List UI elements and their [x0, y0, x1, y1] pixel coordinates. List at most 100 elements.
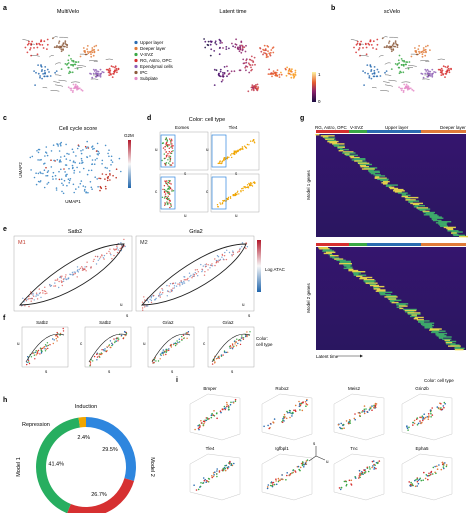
heatmap-cell: [374, 176, 380, 178]
heatmap-cell: [429, 329, 440, 331]
phase-dot: [251, 140, 254, 142]
3d-dot: [354, 418, 357, 421]
umap-dot: [427, 75, 429, 78]
velocity-streamline: [384, 84, 393, 87]
cell-cycle-dot: [69, 159, 71, 162]
phase-dot: [109, 340, 112, 342]
3d-frame: [401, 393, 453, 441]
umap-dot: [368, 75, 371, 77]
phase-dot: [235, 151, 237, 153]
umap-dot: [414, 47, 416, 49]
phase-dot: [125, 332, 128, 335]
umap-dot: [102, 71, 105, 74]
umap-dot: [70, 87, 73, 90]
cell-cycle-dot: [88, 169, 90, 172]
cell-cycle-dot: [65, 158, 68, 160]
phase-dot: [174, 344, 177, 347]
phase-dot: [197, 275, 199, 277]
umap-dot: [418, 50, 420, 53]
3d-dot: [425, 474, 428, 476]
umap-dot: [99, 68, 102, 71]
phase-dot: [235, 152, 238, 154]
umap-dot: [58, 42, 60, 44]
panel-c-letter: c: [3, 115, 7, 122]
phase-dot: [219, 202, 221, 204]
phase-dot: [166, 284, 168, 287]
umap-dot: [250, 86, 253, 89]
log-atac-label: Log ATAC: [265, 267, 286, 272]
color-cell-type-header: Color: cell type: [189, 117, 225, 123]
phase-dot: [58, 280, 60, 283]
3d-dot: [349, 422, 352, 424]
3d-dot: [429, 409, 432, 412]
phase-dot: [149, 298, 151, 301]
3d-dot: [299, 409, 301, 411]
umap-dot: [76, 67, 79, 70]
umap-dot: [251, 59, 253, 62]
3d-dot: [194, 428, 196, 431]
3d-dot: [305, 405, 307, 408]
phase-dot: [161, 159, 163, 162]
umap-dot: [93, 70, 96, 72]
velocity-streamline: [408, 65, 417, 67]
cell-cycle-dot: [89, 181, 92, 183]
umap-dot: [441, 70, 443, 73]
phase-dot: [170, 346, 173, 348]
phase-dot: [183, 337, 185, 340]
phase-dot: [216, 204, 219, 206]
3d-dot: [203, 479, 206, 482]
umap-dot: [203, 38, 206, 40]
phase-dot: [62, 327, 64, 330]
3d-dot: [436, 406, 439, 408]
phase-dot: [47, 344, 49, 347]
cell-cycle-dot: [111, 161, 114, 163]
phase-dot: [153, 361, 155, 364]
phase-dot: [33, 352, 35, 354]
heatmap-cell: [413, 206, 419, 208]
heatmap-cell: [452, 233, 459, 236]
phase-dot: [186, 337, 188, 339]
phase-dot: [223, 351, 226, 353]
3d-frame: [401, 453, 453, 501]
heatmap-cell: [360, 276, 373, 279]
phase-dot: [44, 350, 47, 352]
cell-cycle-dot: [105, 173, 107, 176]
phase-dot: [165, 151, 168, 153]
3d-dot: [305, 403, 308, 405]
3d-dot: [442, 466, 445, 468]
phase-dot: [240, 337, 243, 339]
umap-dot: [24, 46, 27, 49]
3d-dot: [410, 485, 412, 487]
phase-dot: [33, 354, 36, 356]
legend-label: Ependymal cells: [140, 64, 174, 69]
phase-dot: [169, 138, 171, 140]
umap-dot: [67, 59, 70, 62]
cell-cycle-dot: [84, 186, 87, 188]
umap-dot: [34, 84, 36, 86]
phase-dot: [250, 184, 252, 186]
phase-dot: [93, 258, 95, 261]
phase-dot: [164, 203, 167, 205]
legend-label: Deeper layer: [140, 46, 166, 51]
phase-dot: [150, 297, 152, 299]
umap-dot: [241, 46, 244, 49]
phase-dot: [232, 346, 234, 348]
3d-dot: [230, 401, 232, 404]
phase-dot: [26, 363, 28, 366]
cell-cycle-dot: [69, 178, 72, 180]
phase-dot: [234, 343, 236, 345]
umap-dot: [392, 43, 395, 45]
umap-dot: [429, 75, 432, 77]
umap-dot: [423, 51, 425, 54]
umap-dot: [373, 72, 376, 74]
axis-label: s: [248, 313, 251, 318]
phase-dot: [43, 290, 45, 292]
velocity-streamline: [50, 90, 60, 92]
donut-slice-induction: [86, 417, 136, 481]
3d-dot: [193, 484, 195, 487]
phase-dot: [161, 293, 163, 295]
phase-dot: [168, 151, 170, 153]
heatmap-cell: [410, 202, 423, 205]
cell-cycle-dot: [54, 174, 57, 177]
phase-dot: [101, 255, 103, 257]
